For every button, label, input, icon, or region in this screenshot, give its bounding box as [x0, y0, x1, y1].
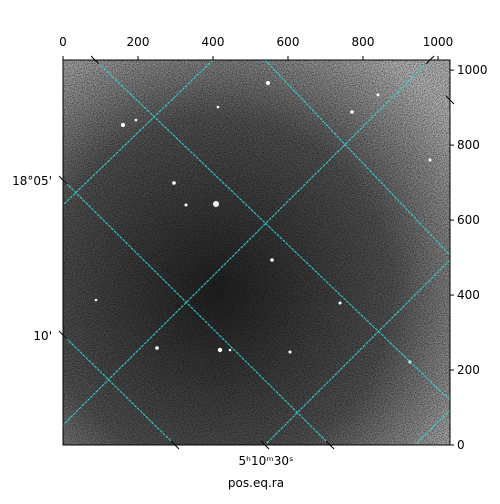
frame — [62, 59, 451, 446]
x-tick-label: 600 — [277, 35, 300, 49]
sky-image — [63, 60, 450, 445]
x-axis-label: pos.eq.ra — [228, 476, 284, 490]
ra-label: 5ʰ10ᵐ30ˢ — [239, 454, 294, 468]
dec-label: 18°05' — [12, 174, 52, 188]
x-tick-label: 400 — [202, 35, 225, 49]
y-tick-label: 800 — [457, 138, 480, 152]
x-tick-label: 1000 — [423, 35, 454, 49]
y-tick-label: 1000 — [457, 63, 488, 77]
x-tick-label: 200 — [127, 35, 150, 49]
y-tick-label: 600 — [457, 213, 480, 227]
x-tick-label: 800 — [352, 35, 375, 49]
y-tick-label: 400 — [457, 288, 480, 302]
dec-label: 10' — [33, 329, 52, 343]
y-tick-label: 200 — [457, 363, 480, 377]
y-tick-label: 0 — [457, 438, 465, 452]
x-tick-label: 0 — [59, 35, 67, 49]
wcs-ticks — [58, 55, 455, 450]
